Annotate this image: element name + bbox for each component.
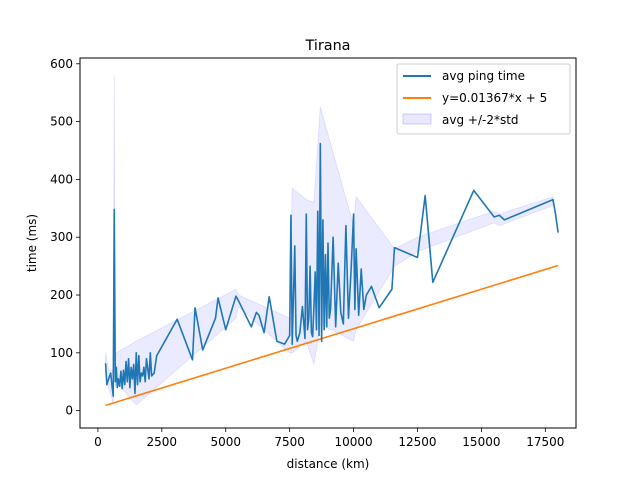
series-line-fit — [105, 264, 559, 407]
y-axis-label: time (ms) — [25, 214, 39, 272]
y-tick-label: 100 — [50, 346, 73, 360]
chart-title: Tirana — [304, 38, 350, 54]
y-tick-label: 400 — [50, 172, 73, 186]
x-tick-label: 5000 — [210, 435, 241, 449]
x-tick-label: 12500 — [398, 435, 436, 449]
y-tick-label: 200 — [50, 288, 73, 302]
y-axis: 0 100 200 300 400 500 600 — [50, 57, 80, 418]
x-axis-label: distance (km) — [287, 457, 370, 471]
legend-label-avg-ping-time: avg ping time — [442, 69, 525, 83]
x-tick-label: 17500 — [526, 435, 564, 449]
x-tick-label: 0 — [94, 435, 102, 449]
y-tick-label: 0 — [65, 404, 73, 418]
series-layer — [104, 142, 559, 407]
legend: avg ping time y=0.01367*x + 5 avg +/-2*s… — [396, 63, 571, 135]
x-tick-label: 15000 — [462, 435, 500, 449]
legend-label-fit-line: y=0.01367*x + 5 — [442, 91, 547, 105]
y-tick-label: 500 — [50, 115, 73, 129]
legend-box — [396, 63, 571, 135]
y-tick-label: 600 — [50, 57, 73, 71]
y-tick-label: 300 — [50, 230, 73, 244]
x-axis: 0 2500 5000 7500 10000 12500 15000 17500 — [94, 428, 564, 449]
x-tick-label: 10000 — [334, 435, 372, 449]
std-band-layer — [105, 75, 554, 406]
plot-area-frame — [79, 57, 577, 429]
series-line-avg-ping-time — [104, 142, 559, 398]
x-tick-label: 7500 — [274, 435, 305, 449]
x-tick-label: 2500 — [147, 435, 178, 449]
legend-label-std-band: avg +/-2*std — [442, 113, 519, 127]
std-band — [105, 75, 554, 406]
legend-swatch-std-band — [402, 113, 432, 125]
